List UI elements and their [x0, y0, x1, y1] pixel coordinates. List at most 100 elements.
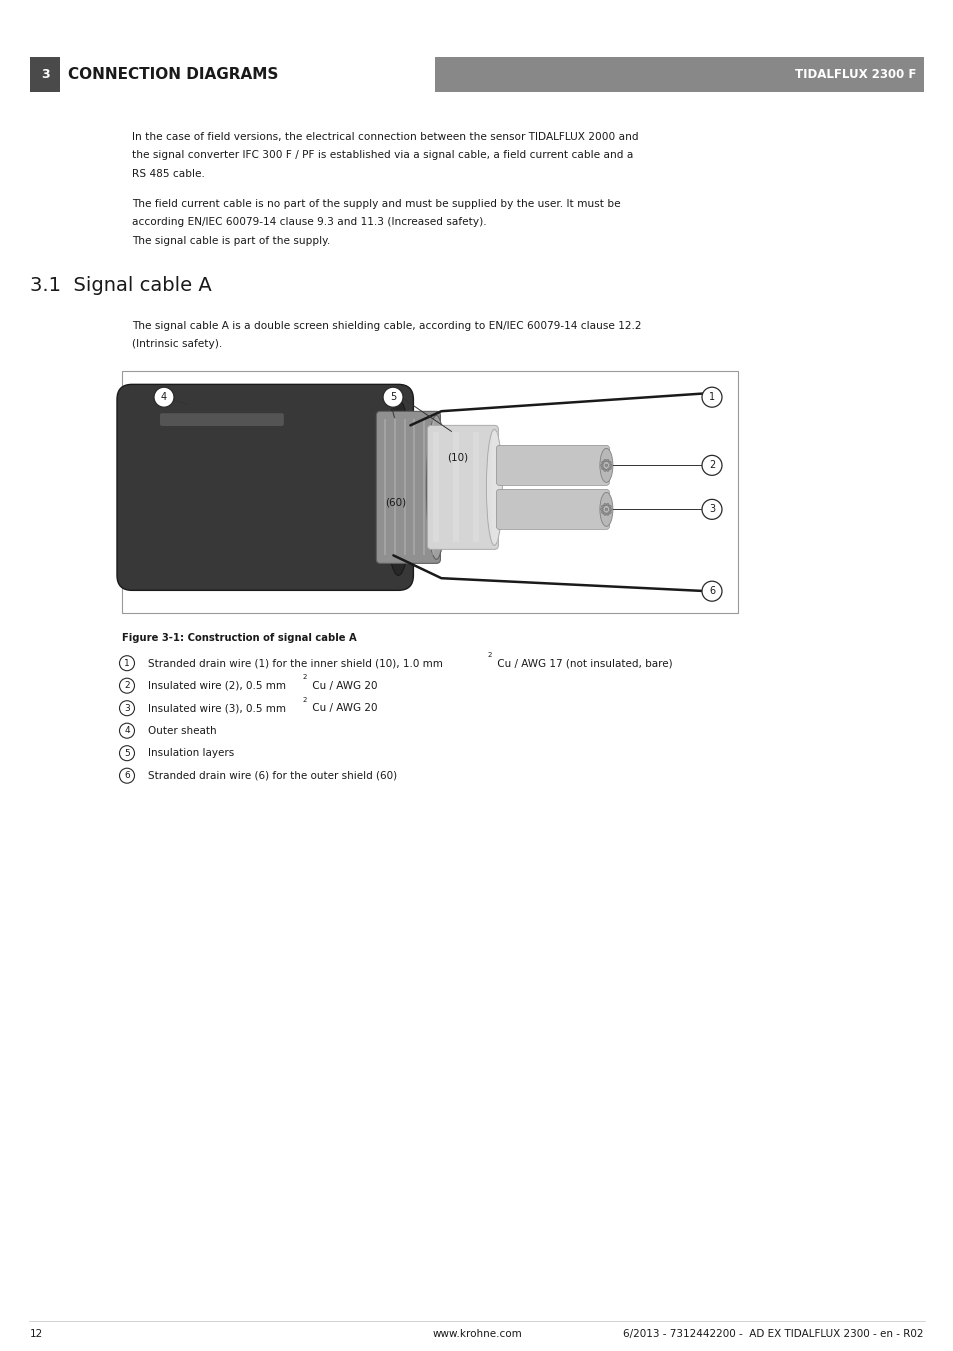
Circle shape — [603, 504, 606, 507]
Circle shape — [119, 678, 134, 693]
Bar — [413, 419, 415, 555]
Circle shape — [119, 769, 134, 784]
Bar — [473, 432, 478, 542]
Text: 3: 3 — [708, 504, 715, 515]
Text: 3: 3 — [41, 68, 50, 81]
Bar — [403, 419, 405, 555]
Text: the signal converter IFC 300 F / PF is established via a signal cable, a field c: the signal converter IFC 300 F / PF is e… — [132, 150, 633, 161]
Ellipse shape — [599, 449, 612, 482]
Circle shape — [608, 467, 611, 470]
Text: Cu / AWG 17 (not insulated, bare): Cu / AWG 17 (not insulated, bare) — [493, 658, 672, 669]
Bar — [492, 432, 497, 542]
Circle shape — [604, 463, 607, 466]
Bar — [453, 432, 458, 542]
FancyBboxPatch shape — [427, 426, 497, 550]
Text: 6/2013 - 7312442200 -  AD EX TIDALFLUX 2300 - en - R02: 6/2013 - 7312442200 - AD EX TIDALFLUX 23… — [623, 1329, 923, 1339]
Circle shape — [701, 455, 721, 476]
Bar — [422, 419, 424, 555]
Bar — [394, 419, 395, 555]
Circle shape — [119, 723, 134, 738]
Text: 4: 4 — [161, 392, 167, 403]
Circle shape — [606, 513, 608, 515]
Circle shape — [601, 511, 603, 513]
Circle shape — [608, 461, 611, 463]
Text: 2: 2 — [302, 697, 307, 703]
Circle shape — [606, 459, 608, 462]
Text: CONNECTION DIAGRAMS: CONNECTION DIAGRAMS — [68, 68, 278, 82]
Text: Stranded drain wire (1) for the inner shield (10), 1.0 mm: Stranded drain wire (1) for the inner sh… — [148, 658, 442, 669]
Circle shape — [603, 459, 606, 462]
Text: 1: 1 — [708, 392, 715, 403]
Circle shape — [606, 469, 608, 471]
Text: Insulated wire (2), 0.5 mm: Insulated wire (2), 0.5 mm — [148, 681, 286, 690]
Bar — [30, 57, 60, 92]
Text: The signal cable is part of the supply.: The signal cable is part of the supply. — [132, 235, 330, 246]
Text: Insulation layers: Insulation layers — [148, 748, 234, 758]
Text: The signal cable A is a double screen shielding cable, according to EN/IEC 60079: The signal cable A is a double screen sh… — [132, 320, 640, 331]
Text: 2: 2 — [708, 461, 715, 470]
Circle shape — [608, 505, 611, 508]
Text: (60): (60) — [385, 497, 406, 508]
Ellipse shape — [486, 430, 502, 546]
Text: 4: 4 — [124, 727, 130, 735]
Circle shape — [600, 508, 602, 511]
Bar — [433, 432, 439, 542]
Text: Figure 3-1: Construction of signal cable A: Figure 3-1: Construction of signal cable… — [122, 634, 356, 643]
Circle shape — [608, 511, 611, 513]
Ellipse shape — [599, 492, 612, 527]
Text: 5: 5 — [390, 392, 395, 403]
Text: (Intrinsic safety).: (Intrinsic safety). — [132, 339, 222, 349]
Circle shape — [701, 500, 721, 519]
Text: 1: 1 — [124, 659, 130, 667]
Bar — [435, 57, 923, 92]
Text: according EN/IEC 60079-14 clause 9.3 and 11.3 (Increased safety).: according EN/IEC 60079-14 clause 9.3 and… — [132, 218, 486, 227]
FancyBboxPatch shape — [160, 413, 284, 426]
Text: 6: 6 — [708, 586, 715, 596]
FancyBboxPatch shape — [496, 489, 609, 530]
Ellipse shape — [384, 400, 412, 576]
Circle shape — [609, 463, 612, 466]
Text: 2: 2 — [124, 681, 130, 690]
FancyBboxPatch shape — [117, 385, 413, 590]
Text: RS 485 cable.: RS 485 cable. — [132, 169, 205, 178]
Ellipse shape — [426, 415, 446, 559]
Text: In the case of field versions, the electrical connection between the sensor TIDA: In the case of field versions, the elect… — [132, 132, 638, 142]
Circle shape — [603, 513, 606, 515]
Text: 6: 6 — [124, 771, 130, 780]
Text: 12: 12 — [30, 1329, 43, 1339]
FancyBboxPatch shape — [376, 411, 440, 563]
Text: Cu / AWG 20: Cu / AWG 20 — [309, 681, 377, 690]
Text: Insulated wire (3), 0.5 mm: Insulated wire (3), 0.5 mm — [148, 704, 286, 713]
Text: 3: 3 — [124, 704, 130, 713]
Text: Outer sheath: Outer sheath — [148, 725, 216, 736]
Text: 3.1  Signal cable A: 3.1 Signal cable A — [30, 277, 212, 296]
Circle shape — [119, 746, 134, 761]
Circle shape — [609, 508, 612, 511]
Circle shape — [383, 388, 402, 407]
Bar — [122, 372, 738, 613]
Circle shape — [701, 388, 721, 407]
FancyBboxPatch shape — [496, 446, 609, 485]
Circle shape — [600, 463, 602, 466]
Text: (10): (10) — [447, 453, 468, 462]
Text: Cu / AWG 20: Cu / AWG 20 — [309, 704, 377, 713]
Circle shape — [601, 461, 603, 463]
Circle shape — [603, 469, 606, 471]
Circle shape — [606, 504, 608, 507]
Text: Stranded drain wire (6) for the outer shield (60): Stranded drain wire (6) for the outer sh… — [148, 770, 396, 781]
Bar — [432, 419, 434, 555]
Circle shape — [601, 505, 603, 508]
Circle shape — [119, 701, 134, 716]
Text: 2: 2 — [487, 651, 491, 658]
Text: TIDALFLUX 2300 F: TIDALFLUX 2300 F — [794, 68, 915, 81]
Circle shape — [701, 581, 721, 601]
Text: The field current cable is no part of the supply and must be supplied by the use: The field current cable is no part of th… — [132, 199, 620, 208]
Bar — [384, 419, 386, 555]
Circle shape — [153, 388, 173, 407]
Text: 5: 5 — [124, 748, 130, 758]
Text: www.krohne.com: www.krohne.com — [432, 1329, 521, 1339]
Circle shape — [601, 467, 603, 470]
Circle shape — [604, 508, 607, 511]
Circle shape — [119, 655, 134, 670]
Text: 2: 2 — [302, 674, 307, 680]
